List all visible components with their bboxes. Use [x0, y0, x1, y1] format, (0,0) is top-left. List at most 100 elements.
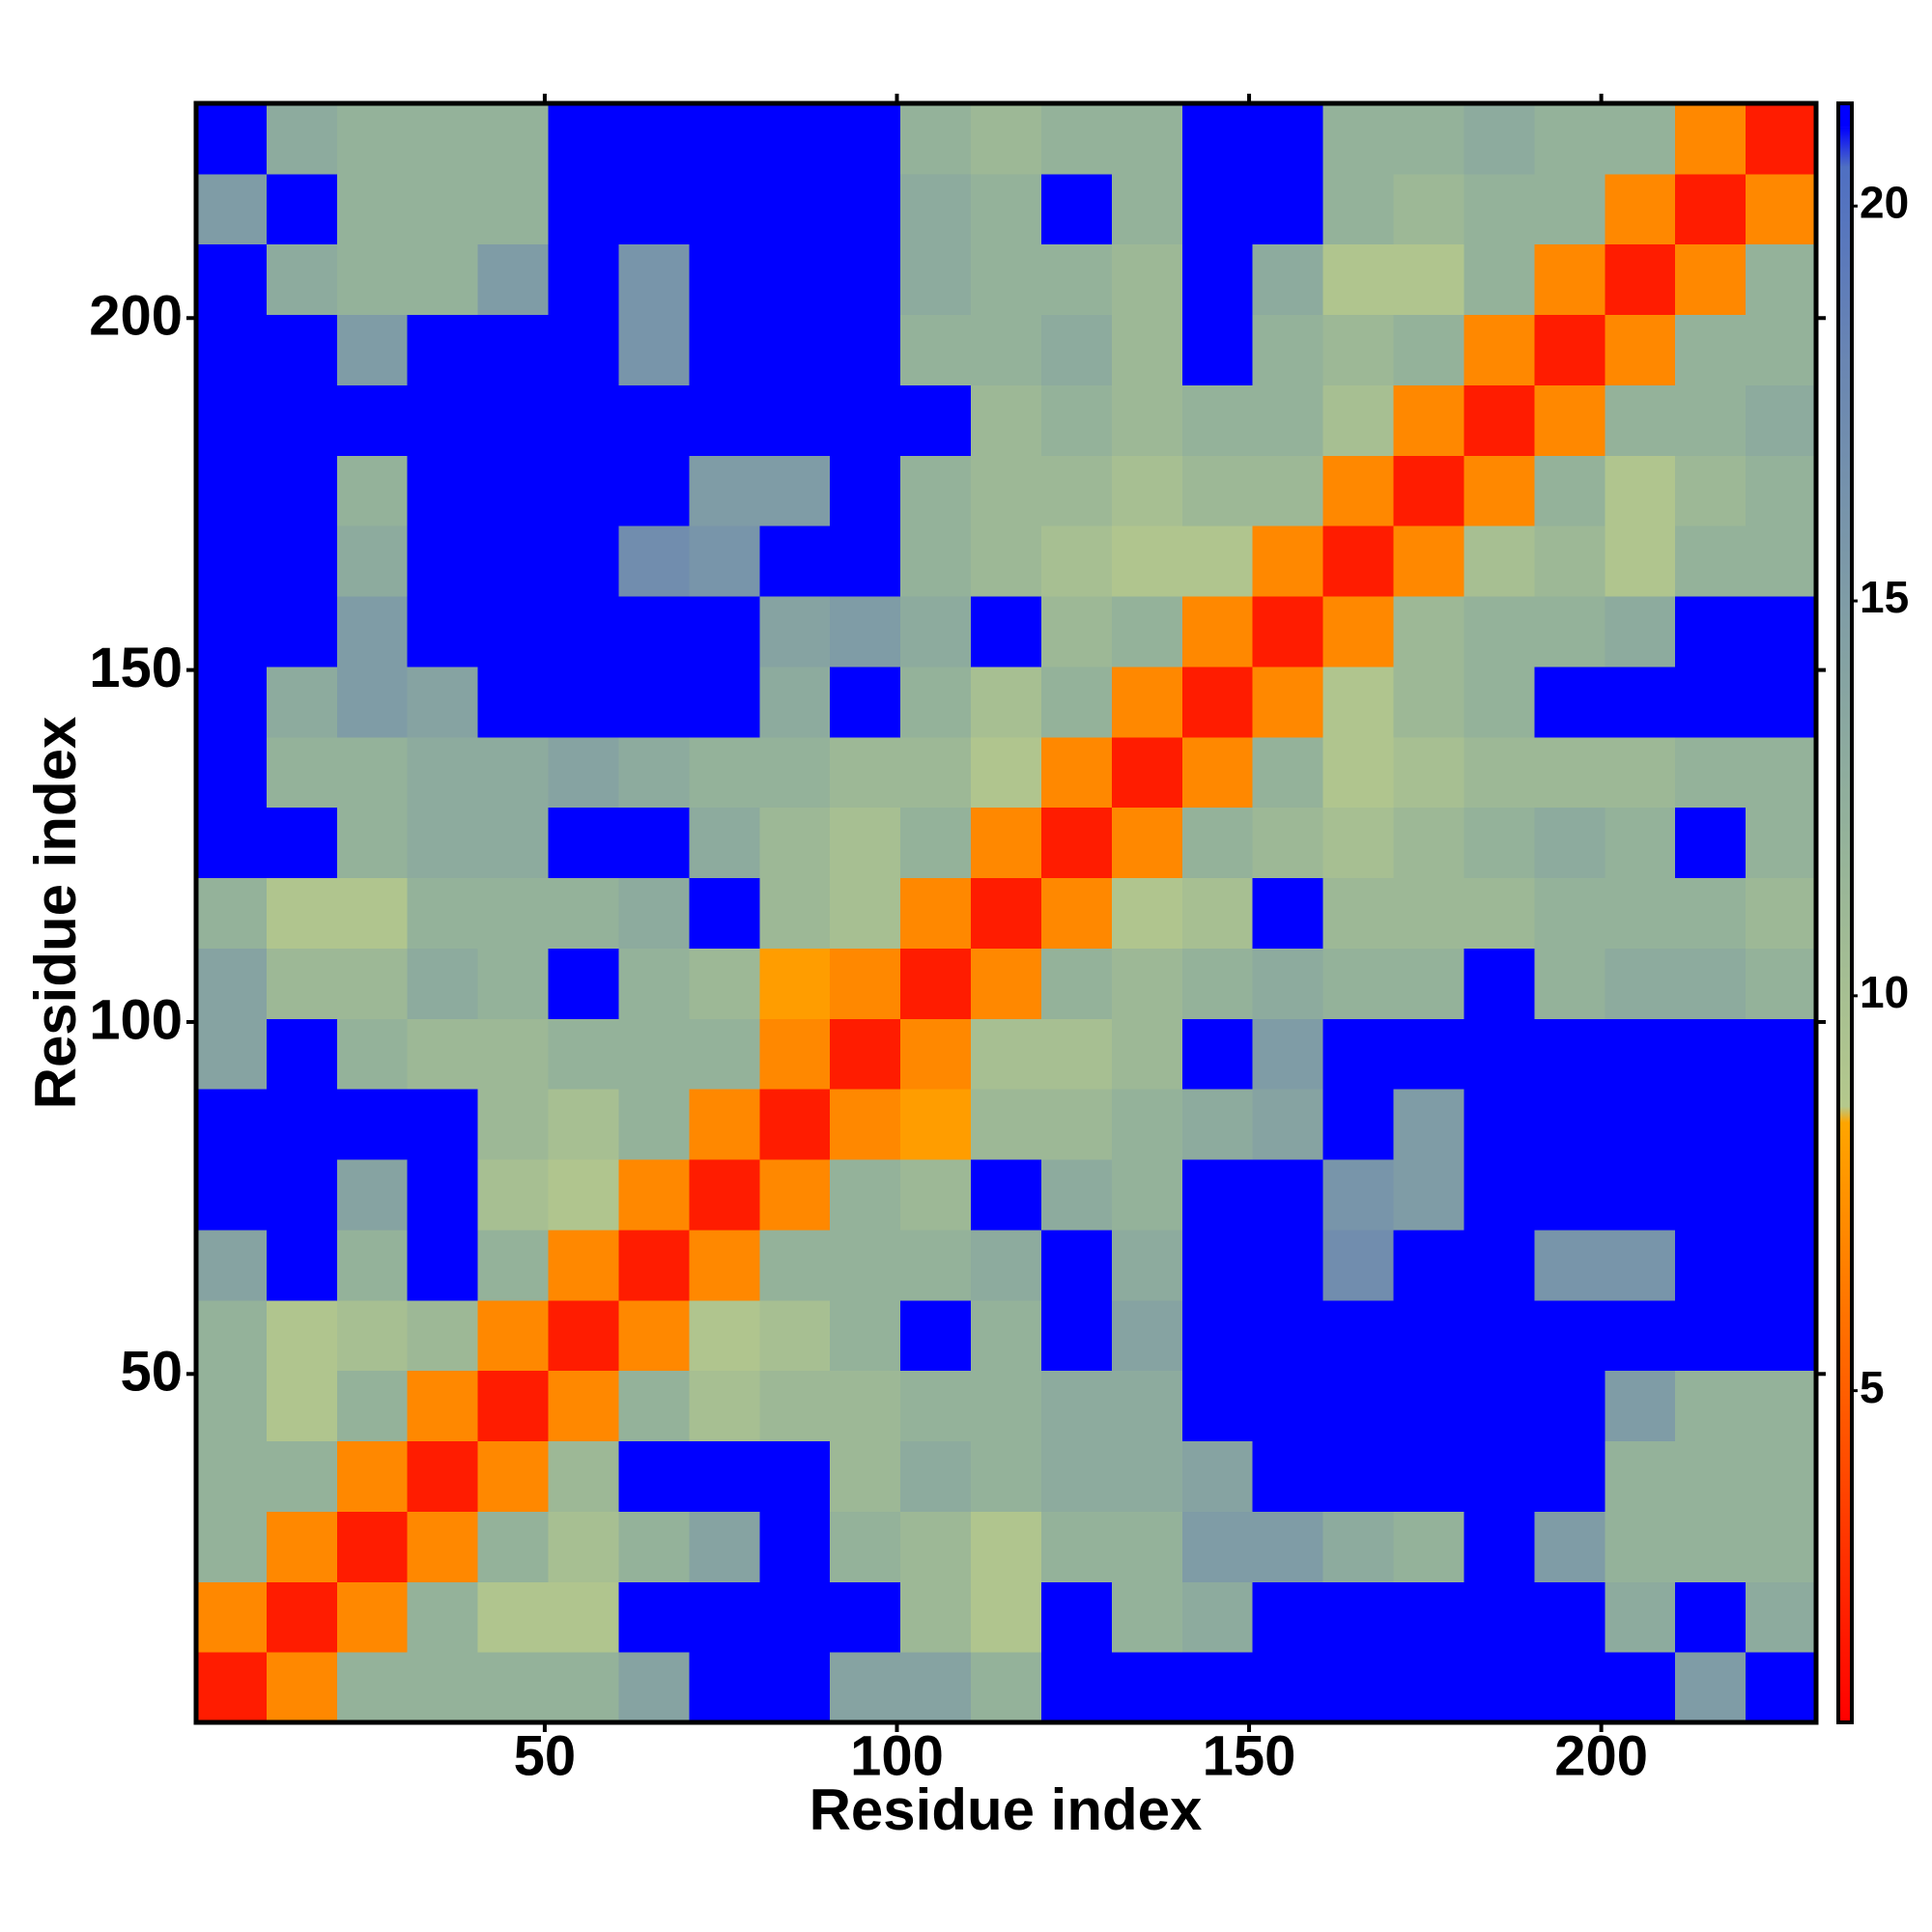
heatmap-cell [900, 1581, 972, 1653]
heatmap-cell [1746, 103, 1817, 175]
heatmap-cell [1463, 526, 1535, 597]
heatmap-cell [196, 173, 268, 245]
heatmap-cell [336, 314, 409, 385]
heatmap-cell [1040, 1229, 1113, 1301]
heatmap-cell [1534, 1581, 1605, 1653]
heatmap-cell [1675, 1229, 1747, 1301]
heatmap-cell [477, 526, 550, 597]
heatmap-cell [1252, 1370, 1324, 1442]
heatmap-cells [196, 103, 1817, 1723]
heatmap-cell [830, 1299, 901, 1372]
heatmap-cell [1534, 596, 1605, 668]
heatmap-cell [689, 1018, 760, 1090]
heatmap-cell [759, 1159, 831, 1231]
heatmap-cell [1393, 1511, 1464, 1582]
heatmap-cell [1111, 807, 1183, 879]
heatmap-cell [1463, 1089, 1535, 1160]
heatmap-cell [900, 314, 972, 385]
heatmap-cell [548, 1159, 619, 1231]
heatmap-cell [759, 455, 831, 526]
heatmap-cell [266, 1581, 338, 1653]
heatmap-cell [1534, 1018, 1605, 1090]
heatmap-cell [1605, 173, 1676, 245]
heatmap-cell [1746, 1511, 1817, 1582]
heatmap-cell [336, 103, 409, 175]
heatmap-cell [1534, 1089, 1605, 1160]
heatmap-cell [407, 1511, 479, 1582]
heatmap-cell [1181, 596, 1254, 668]
heatmap-cell [1252, 1229, 1324, 1301]
heatmap-cell [689, 173, 760, 245]
heatmap-cell [1322, 596, 1395, 668]
heatmap-cell [266, 455, 338, 526]
heatmap-cell [1252, 314, 1324, 385]
heatmap-cell [1675, 807, 1747, 879]
heatmap-cell [618, 1440, 690, 1512]
heatmap-cell [618, 1229, 690, 1301]
heatmap-cell [336, 526, 409, 597]
heatmap-cell [477, 1299, 550, 1372]
heatmap-cell [1534, 807, 1605, 879]
heatmap-cell [900, 1652, 972, 1723]
heatmap-cell [1111, 1581, 1183, 1653]
heatmap-cell [407, 455, 479, 526]
heatmap-cell [477, 384, 550, 456]
heatmap-cell [1252, 948, 1324, 1019]
heatmap-cell [900, 1299, 972, 1372]
heatmap-cell [548, 243, 619, 316]
heatmap-cell [1040, 314, 1113, 385]
heatmap-cell [336, 384, 409, 456]
heatmap-cell [1181, 103, 1254, 175]
heatmap-cell [900, 877, 972, 949]
heatmap-cell [1534, 1370, 1605, 1442]
heatmap-cell [1605, 1159, 1676, 1231]
heatmap-cell [1111, 1018, 1183, 1090]
x-tick-label: 100 [850, 1724, 944, 1787]
heatmap-cell [689, 1581, 760, 1653]
heatmap-cell [1040, 596, 1113, 668]
colorbar-tick-label: 10 [1860, 967, 1909, 1017]
heatmap-cell [971, 1652, 1042, 1723]
heatmap-cell [548, 1511, 619, 1582]
heatmap-cell [407, 877, 479, 949]
heatmap-cell [759, 1440, 831, 1512]
heatmap-cell [407, 314, 479, 385]
heatmap-cell [196, 384, 268, 456]
heatmap-cell [1605, 1652, 1676, 1723]
heatmap-cell [1040, 948, 1113, 1019]
heatmap-cell [1111, 455, 1183, 526]
heatmap-cell [1111, 736, 1183, 809]
heatmap-cell [407, 1229, 479, 1301]
heatmap-cell [971, 173, 1042, 245]
heatmap-cell [1111, 384, 1183, 456]
heatmap-cell [830, 1652, 901, 1723]
heatmap-cell [196, 948, 268, 1019]
heatmap-cell [1675, 666, 1747, 738]
heatmap-cell [1463, 596, 1535, 668]
heatmap-cell [196, 1652, 268, 1723]
heatmap-cell [689, 455, 760, 526]
heatmap-cell [1746, 736, 1817, 809]
heatmap-cell [266, 666, 338, 738]
heatmap-cell [1393, 103, 1464, 175]
heatmap-cell [1746, 455, 1817, 526]
heatmap-cell [900, 736, 972, 809]
heatmap-cell [548, 1229, 619, 1301]
heatmap-cell [759, 596, 831, 668]
x-tick-label: 200 [1554, 1724, 1648, 1787]
heatmap-cell [830, 173, 901, 245]
heatmap-cell [900, 1089, 972, 1160]
heatmap-cell [1181, 455, 1254, 526]
heatmap-cell [1463, 1652, 1535, 1723]
heatmap-cell [900, 1440, 972, 1512]
heatmap-cell [1322, 948, 1395, 1019]
heatmap-cell [1534, 103, 1605, 175]
heatmap-cell [1605, 526, 1676, 597]
heatmap-cell [548, 1018, 619, 1090]
heatmap-cell [759, 736, 831, 809]
heatmap-cell [971, 1229, 1042, 1301]
heatmap-cell [1675, 455, 1747, 526]
heatmap-cell [1746, 1159, 1817, 1231]
heatmap-cell [1181, 1511, 1254, 1582]
heatmap-cell [618, 103, 690, 175]
